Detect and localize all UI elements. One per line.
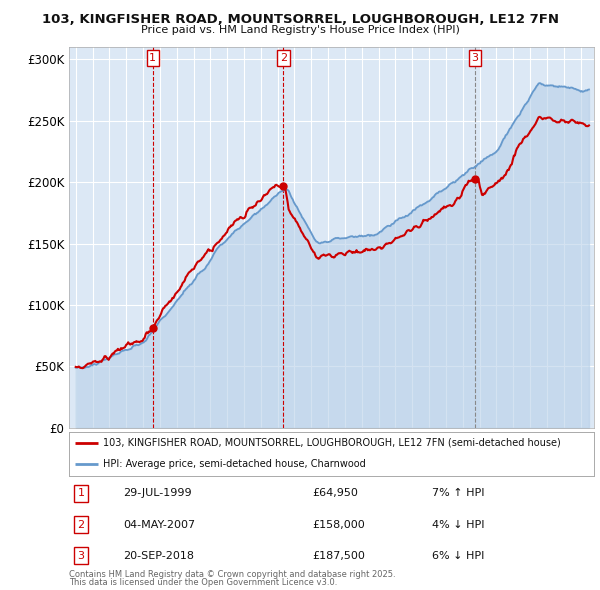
Text: 04-MAY-2007: 04-MAY-2007 [123, 520, 195, 529]
Text: This data is licensed under the Open Government Licence v3.0.: This data is licensed under the Open Gov… [69, 578, 337, 587]
Text: £64,950: £64,950 [312, 489, 358, 498]
Text: 1: 1 [149, 53, 156, 63]
Text: 103, KINGFISHER ROAD, MOUNTSORREL, LOUGHBOROUGH, LE12 7FN: 103, KINGFISHER ROAD, MOUNTSORREL, LOUGH… [41, 13, 559, 26]
Text: 3: 3 [472, 53, 478, 63]
Text: £187,500: £187,500 [312, 551, 365, 560]
Text: 4% ↓ HPI: 4% ↓ HPI [432, 520, 485, 529]
Text: Contains HM Land Registry data © Crown copyright and database right 2025.: Contains HM Land Registry data © Crown c… [69, 571, 395, 579]
Text: 7% ↑ HPI: 7% ↑ HPI [432, 489, 485, 498]
Text: 2: 2 [77, 520, 85, 529]
Text: 20-SEP-2018: 20-SEP-2018 [123, 551, 194, 560]
Text: £158,000: £158,000 [312, 520, 365, 529]
Text: 6% ↓ HPI: 6% ↓ HPI [432, 551, 484, 560]
Text: 29-JUL-1999: 29-JUL-1999 [123, 489, 191, 498]
Text: 2: 2 [280, 53, 287, 63]
Text: HPI: Average price, semi-detached house, Charnwood: HPI: Average price, semi-detached house,… [103, 459, 366, 468]
Text: Price paid vs. HM Land Registry's House Price Index (HPI): Price paid vs. HM Land Registry's House … [140, 25, 460, 35]
Text: 1: 1 [77, 489, 85, 498]
Text: 3: 3 [77, 551, 85, 560]
Text: 103, KINGFISHER ROAD, MOUNTSORREL, LOUGHBOROUGH, LE12 7FN (semi-detached house): 103, KINGFISHER ROAD, MOUNTSORREL, LOUGH… [103, 438, 561, 448]
